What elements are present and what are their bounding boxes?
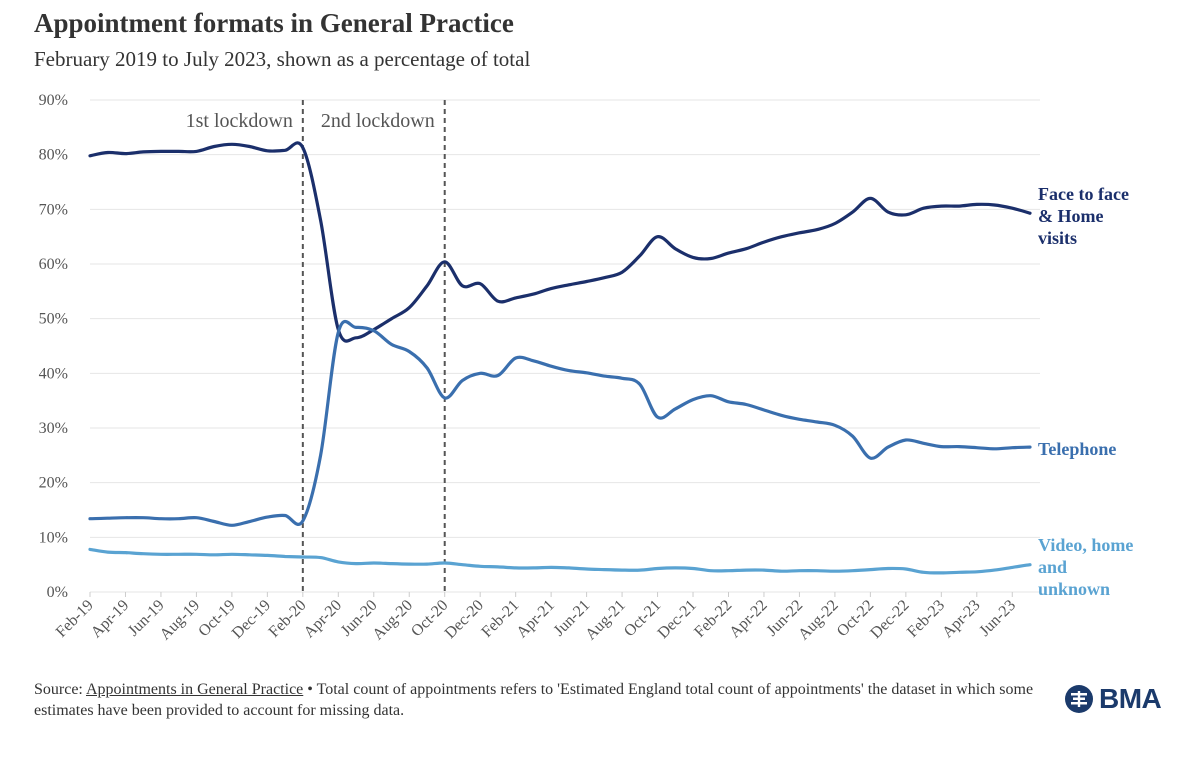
x-tick-label: Apr-20 [301, 597, 345, 641]
series-label-telephone: Telephone [1038, 439, 1116, 459]
y-tick-label: 40% [39, 365, 68, 382]
chart-subtitle: February 2019 to July 2023, shown as a p… [34, 47, 531, 71]
y-tick-label: 0% [47, 584, 68, 601]
series-label-line: Video, home [1038, 535, 1133, 555]
y-tick-label: 60% [39, 256, 68, 273]
x-tick-label: Dec-22 [867, 597, 912, 642]
x-tick-label: Aug-19 [157, 597, 204, 644]
x-tick-label: Apr-19 [88, 597, 132, 641]
x-tick-label: Apr-22 [726, 597, 770, 641]
series-label-video-home-and-unknown: Video, home and unknown [1038, 535, 1133, 599]
source-note: Source: Appointments in General Practice… [34, 679, 1034, 721]
y-tick-label: 10% [39, 529, 68, 546]
x-tick-label: Aug-21 [582, 597, 629, 644]
series-labels: Face to face & Home visits Telephone Video, … [1038, 184, 1133, 599]
y-tick-label: 20% [39, 475, 68, 492]
x-tick-label: Aug-20 [369, 597, 416, 644]
source-link[interactable]: Appointments in General Practice [86, 681, 304, 698]
series-line-video-home-and-unknown [88, 547, 1032, 575]
bma-logo: BMA [1064, 683, 1162, 715]
series-label-line: Telephone [1038, 439, 1116, 459]
x-tick-label: Feb-22 [691, 597, 735, 641]
x-tick-label: Dec-21 [655, 597, 700, 642]
series-label-face-to-face-home-visits: Face to face & Home visits [1038, 184, 1129, 248]
series-label-line: and [1038, 557, 1067, 577]
lockdown-label: 1st lockdown [186, 110, 293, 132]
y-tick-label: 70% [39, 201, 68, 218]
series-line-telephone [88, 319, 1032, 527]
source-prefix: Source: [34, 681, 86, 698]
series-label-line: Face to face [1038, 184, 1129, 204]
y-tick-label: 80% [39, 147, 68, 164]
series-label-line: unknown [1038, 579, 1110, 599]
series-label-line: visits [1038, 228, 1077, 248]
lockdown-label: 2nd lockdown [321, 110, 435, 132]
y-tick-label: 50% [39, 311, 68, 328]
x-tick-label: Feb-21 [478, 597, 522, 641]
x-tick-label: Apr-23 [939, 597, 983, 641]
bma-logo-text: BMA [1099, 683, 1162, 714]
bma-crest-icon [1065, 685, 1093, 713]
x-tick-label: Jun-23 [976, 597, 1019, 640]
x-tick-label: Dec-20 [442, 597, 487, 642]
series-lines [88, 141, 1032, 575]
y-tick-label: 30% [39, 420, 68, 437]
x-tick-label: Aug-22 [795, 597, 842, 644]
x-tick-label: Feb-23 [904, 597, 948, 641]
x-tick-label: Apr-21 [513, 597, 557, 641]
x-axis: Feb-19Apr-19Jun-19Aug-19Oct-19Dec-19Feb-… [53, 592, 1019, 643]
gridlines [90, 99, 1040, 593]
series-label-line: & Home [1038, 206, 1103, 226]
y-axis: 0% 10% 20% 30% 40% 50% 60% 70% 80% 90% [39, 92, 68, 601]
series-line-face-to-face-home-visits [88, 141, 1032, 343]
x-tick-label: Dec-19 [229, 597, 274, 642]
y-tick-label: 90% [39, 92, 68, 109]
source-description: • Total count of appointments refers to … [34, 681, 1034, 719]
lockdown-annotations: 1st lockdown 2nd lockdown [186, 100, 446, 592]
chart-title: Appointment formats in General Practice [34, 8, 514, 38]
x-tick-label: Feb-20 [266, 597, 310, 641]
x-tick-label: Feb-19 [53, 597, 97, 641]
line-chart: 0%10%20%30%40%50%60%70%80%90% Feb-19Apr-… [39, 92, 1134, 643]
